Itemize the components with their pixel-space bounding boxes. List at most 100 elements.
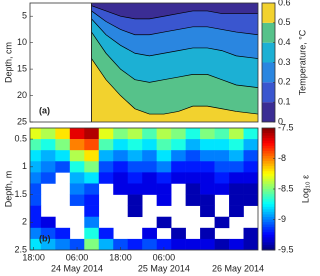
colorbar-band bbox=[262, 224, 275, 228]
heat-cell bbox=[127, 194, 143, 206]
colorbar-band bbox=[262, 176, 275, 180]
heat-cell bbox=[127, 172, 143, 184]
y-axis-label: Depth, cm bbox=[3, 42, 13, 83]
heat-cell bbox=[200, 128, 215, 140]
heat-cell bbox=[142, 227, 157, 240]
heat-cell bbox=[200, 139, 215, 151]
heat-cell bbox=[243, 139, 258, 151]
heat-cell bbox=[98, 150, 114, 162]
heat-cell bbox=[69, 183, 85, 195]
heat-cell bbox=[243, 183, 258, 195]
heat-cell bbox=[69, 238, 85, 250]
heat-cell bbox=[113, 238, 129, 250]
heat-cell bbox=[171, 150, 186, 162]
colorbar-tick-label: -9 bbox=[278, 214, 286, 224]
heat-cell bbox=[243, 150, 258, 162]
heat-cell bbox=[214, 183, 230, 195]
heat-cell bbox=[127, 161, 143, 173]
heat-cell bbox=[113, 172, 129, 184]
heat-cell bbox=[142, 161, 157, 173]
colorbar-band bbox=[262, 148, 275, 152]
colorbar-band bbox=[262, 237, 275, 241]
heat-cell bbox=[185, 150, 201, 162]
heat-cell bbox=[98, 161, 114, 173]
y-tick-label: 0.5 bbox=[14, 133, 27, 143]
y-tick-label: 2 bbox=[22, 217, 27, 227]
heat-cell bbox=[55, 161, 71, 173]
heat-cell bbox=[171, 161, 186, 173]
colorbar-tick-label: 0.3 bbox=[278, 57, 291, 67]
heat-cell bbox=[171, 139, 186, 151]
heat-cell bbox=[84, 161, 100, 173]
heat-cell bbox=[55, 150, 71, 162]
colorbar-band bbox=[262, 209, 275, 213]
heat-cell bbox=[229, 205, 244, 218]
heat-cell bbox=[185, 238, 201, 250]
y-tick-label: 10 bbox=[17, 37, 27, 47]
x-tick-label: 18:00 bbox=[22, 252, 45, 262]
colorbar-band bbox=[262, 173, 275, 177]
heat-cell bbox=[98, 128, 114, 140]
colorbar-tick-label: -7.5 bbox=[278, 122, 294, 132]
colorbar-band bbox=[262, 145, 275, 149]
heat-cell bbox=[214, 216, 230, 229]
y-tick-label: 1.5 bbox=[14, 189, 27, 199]
heat-cell bbox=[30, 227, 42, 240]
colorbar-band bbox=[262, 229, 275, 233]
heat-cell bbox=[40, 161, 56, 173]
heat-cell bbox=[171, 238, 186, 250]
colorbar-band bbox=[262, 158, 275, 162]
heat-cell bbox=[171, 172, 186, 184]
heat-cell bbox=[229, 238, 244, 250]
heat-cell bbox=[142, 128, 157, 140]
heat-cell bbox=[127, 139, 143, 151]
heat-cell bbox=[127, 128, 143, 140]
colorbar-band bbox=[262, 234, 275, 238]
heat-cell bbox=[69, 161, 85, 173]
heat-cell bbox=[214, 238, 230, 250]
y-axis-label: Depth, m bbox=[3, 171, 13, 208]
heat-cell bbox=[69, 194, 85, 206]
plot-area bbox=[91, 3, 258, 122]
heat-cell bbox=[214, 161, 230, 173]
colorbar-band bbox=[262, 204, 275, 208]
colorbar-band bbox=[262, 199, 275, 203]
heat-cell bbox=[40, 128, 56, 140]
heat-cell bbox=[214, 150, 230, 162]
heat-cell bbox=[30, 183, 42, 195]
heat-cell bbox=[40, 139, 56, 151]
heat-cell bbox=[30, 150, 42, 162]
heat-cell bbox=[156, 183, 172, 195]
plot-area bbox=[30, 128, 258, 250]
heat-cell bbox=[200, 227, 215, 240]
heat-cell bbox=[156, 150, 172, 162]
colorbar-tick-label: -8 bbox=[278, 153, 286, 163]
heat-cell bbox=[200, 194, 215, 206]
heat-cell bbox=[69, 139, 85, 151]
isotherm bbox=[91, 18, 258, 59]
colorbar-label: Log₁₀ ε bbox=[300, 175, 310, 203]
heat-cell bbox=[113, 150, 129, 162]
panel-label: (a) bbox=[39, 105, 50, 115]
heat-cell bbox=[243, 194, 258, 206]
heat-cell bbox=[30, 216, 42, 229]
heat-cell bbox=[30, 205, 42, 218]
heat-cell bbox=[55, 238, 71, 250]
heat-cell bbox=[142, 238, 157, 250]
heat-cell bbox=[84, 238, 100, 250]
heat-cell bbox=[156, 161, 172, 173]
y-tick-label: 5 bbox=[22, 11, 27, 21]
heat-cell bbox=[98, 238, 114, 250]
heat-cell bbox=[113, 183, 129, 195]
heat-cell bbox=[171, 128, 186, 140]
date-label: 24 May 2014 bbox=[51, 263, 103, 273]
heat-cell bbox=[30, 238, 42, 250]
heat-cell bbox=[214, 139, 230, 151]
heat-cell bbox=[84, 194, 100, 206]
y-tick-label: 2.5 bbox=[14, 244, 27, 254]
colorbar-band bbox=[262, 168, 275, 172]
heat-cell bbox=[142, 172, 157, 184]
panel-label: (b) bbox=[39, 233, 51, 243]
heat-cell bbox=[185, 183, 201, 195]
colorbar-tick-label: 0.5 bbox=[278, 17, 291, 27]
